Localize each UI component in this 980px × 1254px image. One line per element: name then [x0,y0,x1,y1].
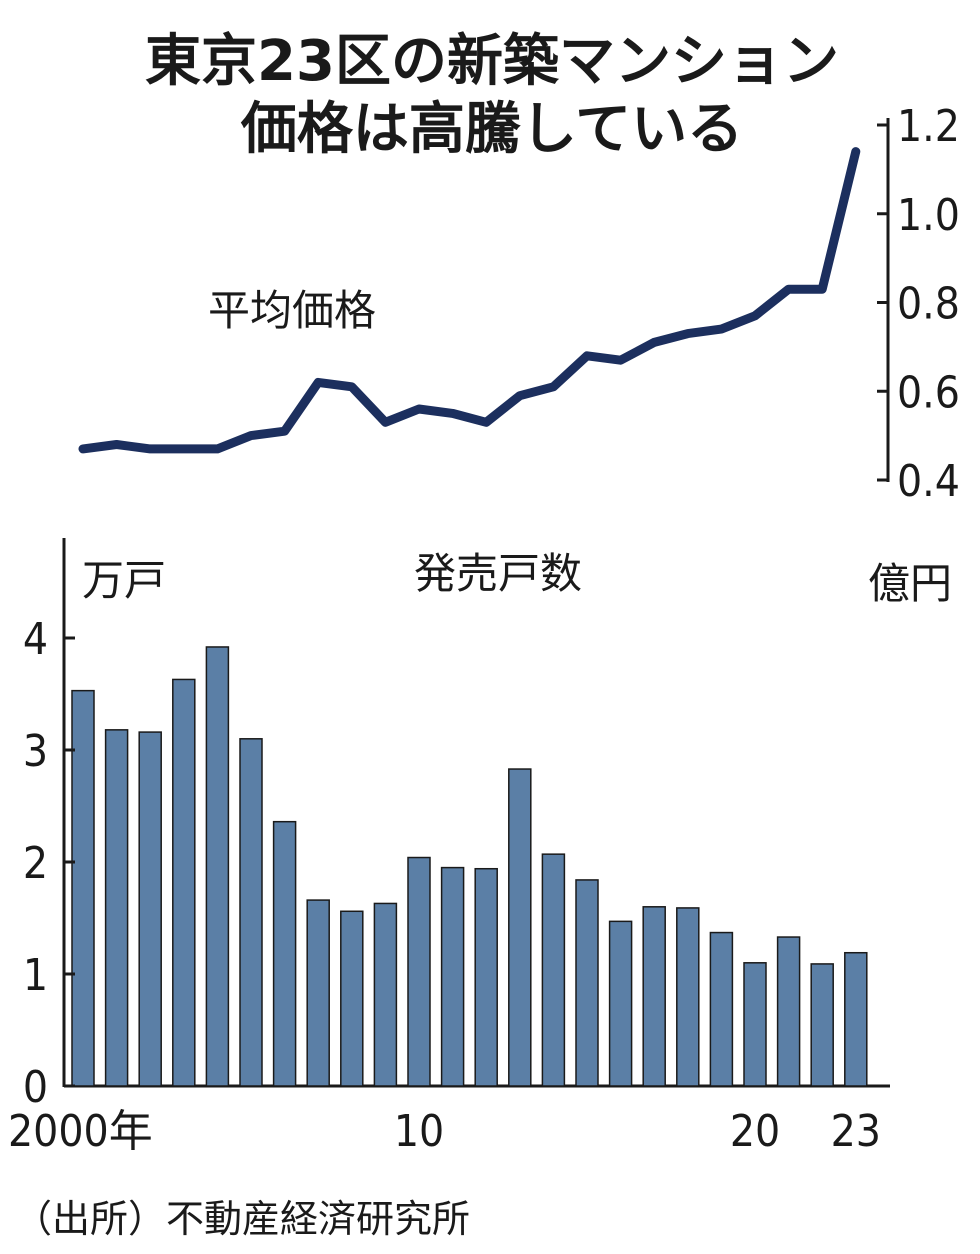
year-tick-label: 10 [394,1106,444,1157]
bar-2021 [776,936,801,1087]
price-tick-label: 0.6 [897,367,960,418]
bar-2013 [508,768,532,1087]
price-series-line [78,147,861,454]
units-series-label: 発売戸数 [414,549,582,598]
units-tick-label: 4 [23,614,48,665]
bar-2015 [575,879,599,1087]
bar-2000 [71,689,95,1087]
units-y-ticks: 0 1 2 3 4 [23,614,75,1113]
units-bars [71,646,868,1087]
bar-2003 [172,678,196,1087]
price-tick-label: 0.4 [897,456,960,507]
bar-2011 [440,866,465,1087]
price-tick-label: 1.0 [897,190,960,241]
price-line-chart: 0.4 0.6 0.8 1.0 1.2 [78,101,960,507]
units-tick-label: 0 [23,1062,48,1113]
bar-2017 [642,906,666,1087]
bar-2008 [340,910,364,1087]
bar-2005 [239,738,263,1087]
year-x-ticks: 2000年 10 20 23 [8,1106,881,1157]
bar-2010 [407,856,431,1087]
bar-2002 [138,731,162,1087]
bar-2007 [306,899,330,1087]
units-tick-label: 3 [23,726,48,777]
bar-2020 [743,962,767,1087]
bar-2016 [608,920,633,1087]
source-note: （出所）不動産経済研究所 [14,1197,470,1241]
units-tick-label: 1 [23,950,48,1001]
bar-2006 [272,820,297,1087]
chart-title-line-2: 価格は高騰している [240,97,743,162]
year-tick-label: 20 [730,1106,780,1157]
units-tick-label: 2 [23,838,48,889]
price-points [83,152,856,450]
bar-2019 [709,931,734,1087]
bar-2022 [810,963,834,1087]
bar-2001 [104,729,129,1087]
price-series-label: 平均価格 [208,286,376,335]
chart-title-line-1: 東京23区の新築マンション [145,29,839,94]
year-tick-label: 23 [831,1106,881,1157]
bar-2018 [676,907,700,1087]
bar-2014 [541,853,566,1087]
price-tick-label: 1.2 [897,101,960,152]
units-unit-label: 万戸 [82,556,166,605]
price-tick-label: 0.8 [897,279,960,330]
year-tick-label: 2000年 [8,1106,153,1157]
bar-2023 [844,951,868,1087]
bar-2009 [373,902,398,1087]
bar-2004 [205,646,230,1087]
bar-2012 [474,867,498,1087]
price-y-ticks: 0.4 0.6 0.8 1.0 1.2 [877,101,960,507]
price-unit-label: 億円 [868,559,952,608]
